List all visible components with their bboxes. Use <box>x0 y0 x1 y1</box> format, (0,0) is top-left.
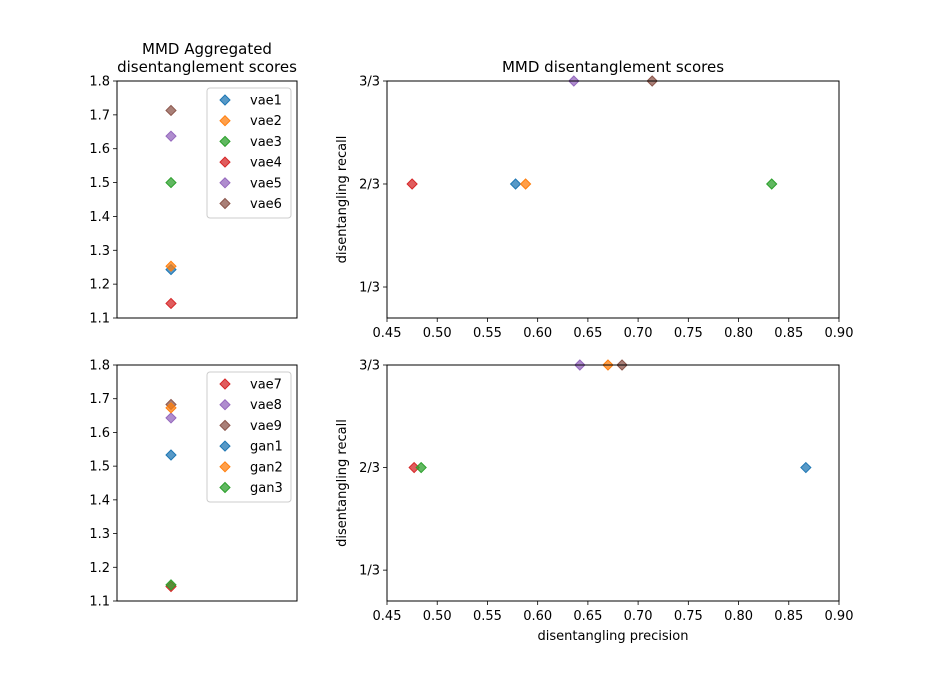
chart-title: MMD disentanglement scores <box>502 58 724 76</box>
point-vae4 <box>165 297 177 310</box>
point-gan3 <box>415 461 427 474</box>
point-gan1 <box>165 449 177 461</box>
y-tick-label: 1.2 <box>89 561 110 576</box>
legend-marker-vae7 <box>219 378 231 390</box>
legend: vae7 vae8 vae9 gan1 gan2 gan3 <box>206 371 292 503</box>
y-tick-label: 1.5 <box>89 460 110 475</box>
y-tick-label: 2/3 <box>359 461 380 476</box>
x-tick-label: 0.90 <box>825 326 854 341</box>
point-vae2 <box>165 260 177 272</box>
y-tick-label: 1/3 <box>359 564 380 579</box>
legend-label-gan2: gan2 <box>250 460 283 475</box>
point-vae4 <box>406 178 418 190</box>
y-tick-label: 2/3 <box>359 177 380 192</box>
legend-marker-vae2 <box>219 114 231 127</box>
point-vae2 <box>519 178 532 190</box>
x-tick-label: 0.60 <box>523 326 552 341</box>
point-gan2 <box>165 402 177 414</box>
x-tick-label: 0.50 <box>423 609 452 624</box>
chart-panel-1: 1.1 1.2 1.3 1.4 1.5 1.6 1.7 1.8 MMD Aggregateddi… <box>89 40 298 327</box>
legend-marker-gan3 <box>219 481 231 494</box>
y-tick-label: 3/3 <box>359 359 380 374</box>
y-tick-label: 1.6 <box>89 142 110 157</box>
point-vae3 <box>765 178 778 190</box>
x-tick-label: 0.55 <box>473 326 502 341</box>
legend-marker-vae1 <box>219 94 231 106</box>
chart-panel-3: 1.1 1.2 1.3 1.4 1.5 1.6 1.7 1.8 vae7 vae8 vae9 gan1… <box>89 359 298 610</box>
chart-panel-4: 1/3 2/3 3/3 0.45 0.50 0.55 0.60 0.65 0.70 0.75 0.8… <box>335 359 853 645</box>
y-tick-label: 1.3 <box>89 527 110 542</box>
legend-label-vae9: vae9 <box>250 419 282 434</box>
y-tick-label: 1/3 <box>359 281 380 296</box>
point-vae8 <box>165 412 177 424</box>
axes-frame <box>386 364 840 602</box>
y-tick-label: 1.4 <box>89 493 110 508</box>
y-tick-label: 1.6 <box>89 426 110 441</box>
y-tick-label: 1.8 <box>89 359 110 374</box>
x-tick-label: 0.90 <box>825 609 854 624</box>
y-tick-label: 1.3 <box>89 244 110 259</box>
y-tick-label: 1.7 <box>89 392 110 407</box>
legend-marker-vae4 <box>219 156 231 168</box>
legend-label-vae1: vae1 <box>250 94 282 109</box>
legend-label-vae6: vae6 <box>250 197 282 212</box>
point-gan3 <box>165 579 177 591</box>
y-tick-label: 1.7 <box>89 108 110 123</box>
y-tick-label: 1.4 <box>89 210 110 225</box>
x-tick-label: 0.55 <box>473 609 502 624</box>
legend-label-vae7: vae7 <box>250 378 282 393</box>
legend-label-vae2: vae2 <box>250 114 282 129</box>
legend-marker-vae3 <box>219 135 231 148</box>
point-vae3 <box>165 176 177 189</box>
x-tick-label: 0.70 <box>624 609 653 624</box>
legend-marker-gan1 <box>219 440 231 452</box>
x-tick-label: 0.80 <box>724 609 753 624</box>
axes-frame <box>116 364 298 602</box>
x-tick-label: 0.45 <box>373 326 402 341</box>
legend-label-vae5: vae5 <box>250 176 282 191</box>
point-vae1 <box>509 178 522 190</box>
x-tick-label: 0.85 <box>774 326 803 341</box>
x-tick-label: 0.65 <box>573 326 602 341</box>
legend-marker-vae8 <box>219 398 231 411</box>
legend-label-vae4: vae4 <box>250 156 282 171</box>
y-tick-label: 1.2 <box>89 278 110 293</box>
axes-frame <box>116 80 298 319</box>
legend-marker-vae6 <box>219 197 231 210</box>
x-tick-label: 0.75 <box>674 609 703 624</box>
x-tick-label: 0.85 <box>774 609 803 624</box>
x-tick-label: 0.80 <box>724 326 753 341</box>
legend-marker-vae9 <box>219 419 231 432</box>
y-axis-label: disentangling recall <box>335 136 350 264</box>
y-tick-label: 1.1 <box>89 595 110 610</box>
x-axis-label: disentangling precision <box>538 629 689 644</box>
y-tick-label: 3/3 <box>359 75 380 90</box>
chart-title: MMD Aggregated <box>142 40 272 58</box>
x-tick-label: 0.45 <box>373 609 402 624</box>
chart-title: disentanglement scores <box>117 58 297 76</box>
x-tick-label: 0.65 <box>573 609 602 624</box>
y-tick-label: 1.1 <box>89 312 110 327</box>
point-vae6 <box>165 104 177 117</box>
y-tick-label: 1.5 <box>89 176 110 191</box>
y-tick-label: 1.8 <box>89 75 110 90</box>
x-tick-label: 0.75 <box>674 326 703 341</box>
legend: vae1 vae2 vae3 vae4 vae5 vae6 <box>206 87 292 219</box>
y-axis-label: disentangling recall <box>335 419 350 547</box>
legend-marker-vae5 <box>219 177 231 189</box>
legend-label-gan3: gan3 <box>250 481 283 496</box>
x-tick-label: 0.60 <box>523 609 552 624</box>
point-vae5 <box>165 130 177 142</box>
legend-label-vae3: vae3 <box>250 135 282 150</box>
x-tick-label: 0.70 <box>624 326 653 341</box>
legend-marker-gan2 <box>219 461 231 473</box>
point-gan1 <box>800 461 812 474</box>
legend-label-gan1: gan1 <box>250 440 283 455</box>
x-tick-label: 0.50 <box>423 326 452 341</box>
legend-label-vae8: vae8 <box>250 398 282 413</box>
chart-panel-2: 1/3 2/3 3/3 0.45 0.50 0.55 0.60 0.65 0.70 0.75 0.8… <box>335 58 853 341</box>
axes-frame <box>386 80 840 319</box>
